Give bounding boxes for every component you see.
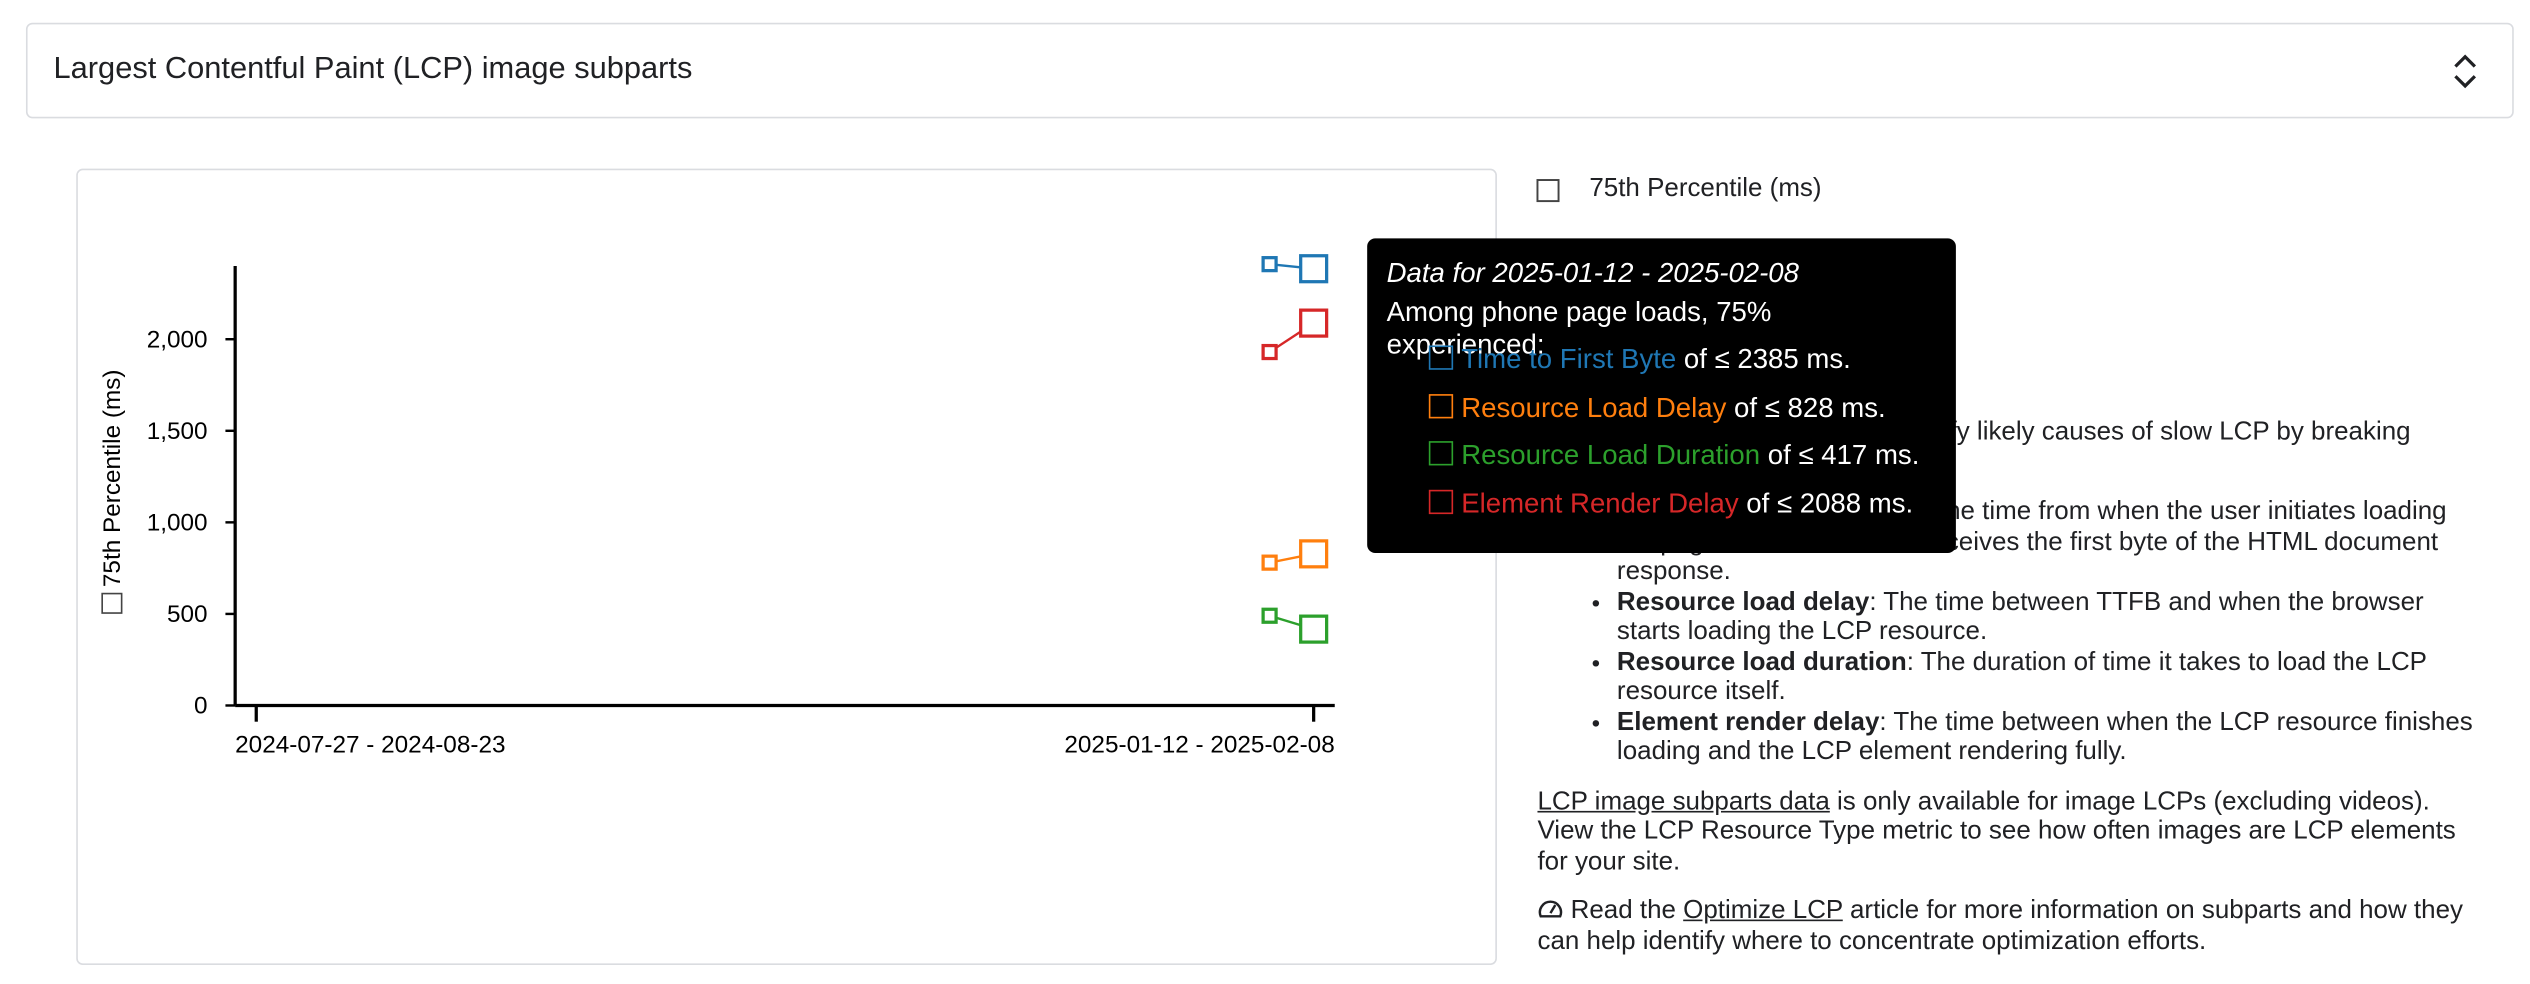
x-tick-label: 2025-01-12 - 2025-02-08 bbox=[1064, 732, 1334, 759]
section-title: Largest Contentful Paint (LCP) image sub… bbox=[53, 51, 693, 86]
subpart-text: : The time between when the LCP resource… bbox=[1616, 707, 2473, 766]
value-suffix: ms. bbox=[1806, 343, 1851, 375]
series-swatch bbox=[1428, 441, 1454, 466]
subpart-item: Resource load duration: The duration of … bbox=[1617, 648, 2478, 708]
subpart-item: Resource load delay: The time between TT… bbox=[1617, 588, 2478, 648]
value-prefix: of ≤ bbox=[1767, 439, 1814, 471]
y-tick-label: 2,000 bbox=[147, 326, 208, 353]
value: 2385 bbox=[1737, 343, 1799, 375]
legend-label[interactable]: 75th Percentile (ms) bbox=[1589, 175, 1822, 203]
tooltip-title: Data for 2025-01-12 - 2025-02-08 bbox=[1387, 258, 1937, 297]
value-suffix: ms. bbox=[1841, 391, 1886, 423]
point-marker bbox=[1261, 554, 1278, 571]
subpart-item: Element render delay: The time between w… bbox=[1617, 708, 2478, 768]
chart-card bbox=[76, 168, 1497, 965]
series-name: Time to First Byte bbox=[1461, 343, 1677, 375]
tooltip-period: 2025-01-12 - 2025-02-08 bbox=[1492, 257, 1799, 289]
tooltip-rows: Time to First Byte of ≤ 2385 ms. Resource… bbox=[1387, 336, 1937, 527]
read-before: Read the bbox=[1570, 896, 1676, 925]
point-marker bbox=[1299, 539, 1329, 569]
value-suffix: ms. bbox=[1868, 487, 1914, 519]
point-marker bbox=[1299, 614, 1329, 644]
series-name: Resource Load Delay bbox=[1461, 391, 1727, 423]
x-tick-label: 2024-07-27 - 2024-08-23 bbox=[235, 732, 505, 759]
expand-icon[interactable] bbox=[2451, 50, 2480, 92]
tooltip-intro: Among phone page loads, 75% experienced: bbox=[1386, 296, 1772, 361]
tooltip-row: Element Render Delay of ≤ 2088 ms. bbox=[1428, 479, 1937, 527]
tooltip: Data for 2025-01-12 - 2025-02-08 Among p… bbox=[1367, 238, 1956, 554]
point-marker bbox=[1299, 254, 1329, 284]
y-tick-label: 1,500 bbox=[147, 418, 208, 445]
y-tick-label: 1,000 bbox=[147, 509, 208, 536]
point-marker bbox=[1299, 308, 1329, 338]
series-name: Element Render Delay bbox=[1461, 487, 1739, 519]
y-title: 75th Percentile (ms) bbox=[99, 370, 126, 588]
note: LCP image subparts data is only availabl… bbox=[1537, 787, 2478, 877]
series-swatch bbox=[1428, 488, 1454, 514]
value: 2088 bbox=[1799, 487, 1862, 519]
tooltip-prefix: Data for bbox=[1386, 257, 1485, 289]
y-tick-label: 0 bbox=[194, 693, 208, 720]
read-more: Read the Optimize LCP article for more i… bbox=[1537, 897, 2478, 957]
subpart-text: : The time between TTFB and when the bro… bbox=[1616, 587, 2424, 646]
value-suffix: ms. bbox=[1874, 439, 1920, 471]
note-text: is only available for image LCPs (exclud… bbox=[1537, 787, 2456, 875]
read-after: article for more information on subparts… bbox=[1537, 896, 2463, 955]
value-prefix: of ≤ bbox=[1683, 343, 1730, 375]
series-swatch bbox=[1428, 393, 1454, 418]
y-title-checkbox bbox=[101, 592, 123, 614]
point-marker bbox=[1261, 256, 1278, 273]
value-prefix: of ≤ bbox=[1746, 487, 1793, 519]
value: 828 bbox=[1787, 391, 1834, 423]
tooltip-row: Resource Load Delay of ≤ 828 ms. bbox=[1428, 384, 1937, 432]
y-axis-title: 75th Percentile (ms) bbox=[99, 370, 126, 614]
y-tick-label: 500 bbox=[167, 601, 208, 628]
subpart-term: Element render delay bbox=[1616, 707, 1880, 736]
subpart-text: : The duration of time it takes to load … bbox=[1616, 647, 2427, 706]
tooltip-row: Time to First Byte of ≤ 2385 ms. bbox=[1428, 336, 1937, 384]
link[interactable]: Optimize LCP bbox=[1683, 896, 1843, 925]
gauge-icon bbox=[1538, 900, 1563, 918]
point-marker bbox=[1261, 607, 1278, 624]
point-marker bbox=[1261, 343, 1278, 361]
value-prefix: of ≤ bbox=[1734, 391, 1780, 423]
section-header[interactable]: Largest Contentful Paint (LCP) image sub… bbox=[25, 22, 2514, 119]
legend-checkbox[interactable] bbox=[1536, 178, 1562, 204]
link[interactable]: LCP image subparts data bbox=[1537, 787, 1830, 815]
subpart-term: Resource load delay bbox=[1616, 587, 1870, 616]
value: 417 bbox=[1821, 439, 1868, 471]
series-name: Resource Load Duration bbox=[1461, 439, 1761, 471]
tooltip-row: Resource Load Duration of ≤ 417 ms. bbox=[1428, 431, 1937, 479]
subpart-term: Resource load duration bbox=[1616, 647, 1907, 676]
series-swatch bbox=[1428, 345, 1454, 370]
